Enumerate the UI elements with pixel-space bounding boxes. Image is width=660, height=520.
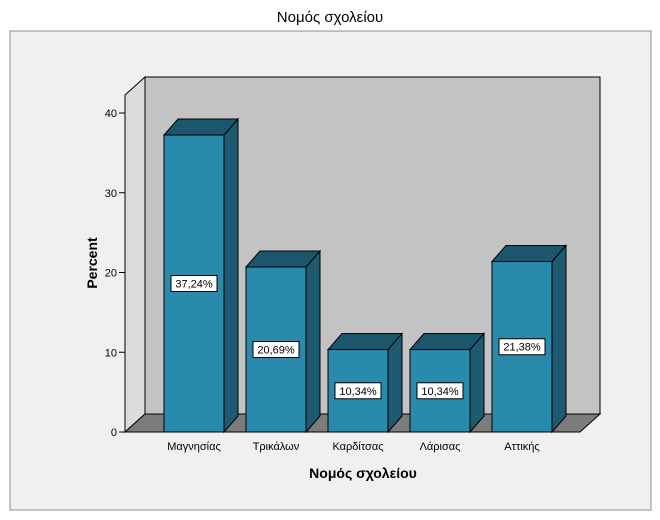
bar: 37,24% — [162, 117, 240, 434]
x-tick-label: Αττικής — [504, 441, 539, 453]
bar: 10,34% — [326, 332, 404, 434]
data-label-box — [334, 382, 382, 400]
bar-side — [387, 332, 403, 434]
data-label: 21,38% — [503, 342, 541, 354]
data-label: 37,24% — [175, 279, 213, 291]
data-label-box — [498, 338, 546, 356]
y-tick-label: 10 — [105, 347, 117, 359]
y-axis-title: Percent — [84, 237, 100, 289]
bar-side — [223, 117, 239, 434]
bar-side — [551, 244, 567, 434]
data-label-box — [170, 275, 218, 293]
x-tick-label: Λάρισας — [420, 441, 461, 453]
x-tick-label: Καρδίτσας — [332, 441, 383, 453]
y-axis-ticks: 0 10 20 30 40 — [105, 108, 125, 439]
x-tick-label: Μαγνησίας — [167, 441, 221, 453]
bar: 20,69% — [244, 249, 322, 434]
data-label: 10,34% — [339, 386, 377, 398]
data-label-box — [252, 340, 300, 358]
y-tick-label: 30 — [105, 188, 117, 200]
y-tick-label: 40 — [105, 108, 117, 120]
bars-group: 37,24% 20,69% 10,34% 10,34% 21,38% — [162, 117, 568, 434]
x-axis-ticks: Μαγνησίας Τρικάλων Καρδίτσας Λάρισας Αττικής — [167, 441, 539, 453]
data-label-box — [416, 382, 464, 400]
bar: 21,38% — [490, 244, 568, 434]
data-label: 10,34% — [421, 386, 459, 398]
x-tick-label: Τρικάλων — [253, 441, 300, 453]
plot-left-wall — [124, 75, 146, 434]
y-tick-label: 0 — [111, 427, 117, 439]
data-label: 20,69% — [257, 344, 295, 356]
bar-side — [469, 332, 485, 434]
y-tick-label: 20 — [105, 268, 117, 280]
bar-side — [305, 249, 321, 434]
x-axis-title: Νομός σχολείου — [309, 465, 417, 481]
bar: 10,34% — [408, 332, 486, 434]
chart-title: Νομός σχολείου — [277, 9, 383, 26]
